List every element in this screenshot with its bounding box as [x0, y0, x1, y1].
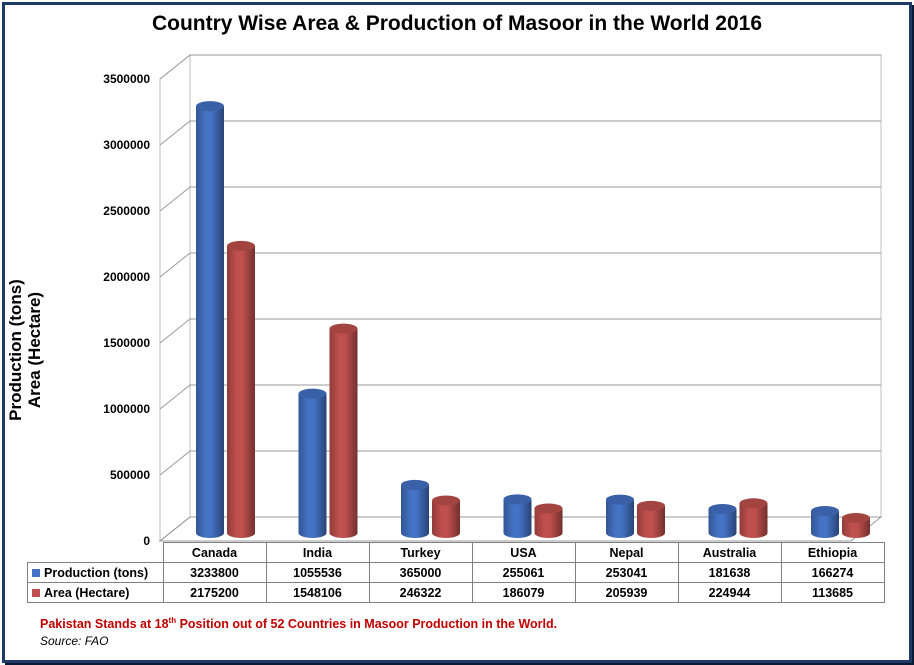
y-tick-label: 3500000	[103, 72, 150, 86]
table-cell: 3233800	[162, 562, 267, 583]
bar-area	[329, 328, 358, 538]
y-tick-label: 2500000	[103, 204, 150, 218]
bar-production-top	[503, 494, 532, 505]
table-cell: 205939	[574, 582, 679, 603]
y-tick-label: 1500000	[103, 336, 150, 350]
bar-production-top	[811, 506, 839, 517]
bar-production-top	[298, 388, 327, 399]
table-cell: 365000	[368, 562, 473, 583]
table-cell: 246322	[368, 582, 473, 603]
data-table: Canada India Turkey USA Nepal Australia …	[27, 542, 885, 603]
table-cell: 224944	[677, 582, 782, 603]
bar-area-top	[329, 323, 358, 334]
gridline	[159, 252, 881, 278]
table-cell: 1055536	[265, 562, 370, 583]
bar-production	[196, 106, 224, 538]
category-label: Australia	[677, 542, 782, 563]
bar-production-top	[708, 504, 737, 515]
table-cell: 1548106	[265, 582, 370, 603]
series-row-production: Production (tons) 3233800 1055536 365000…	[27, 562, 885, 583]
legend-label-area: Area (Hectare)	[44, 585, 130, 600]
gridline	[159, 450, 881, 476]
category-label: India	[265, 542, 370, 563]
category-label: Ethiopia	[780, 542, 885, 563]
bar-area	[534, 508, 563, 538]
category-row: Canada India Turkey USA Nepal Australia …	[28, 542, 885, 563]
legend-production: Production (tons)	[27, 562, 164, 583]
bar-area-top	[739, 498, 768, 509]
bar-production	[606, 499, 634, 538]
bar-production-top	[401, 479, 429, 490]
category-label: Turkey	[368, 542, 473, 563]
legend-swatch-area	[32, 589, 40, 598]
table-cell: 186079	[471, 582, 576, 603]
bar-area	[739, 503, 768, 538]
bar-production	[708, 509, 737, 538]
bar-area	[637, 505, 665, 538]
category-label: Nepal	[574, 542, 679, 563]
y-tick-label: 500000	[110, 468, 150, 482]
gridline	[159, 318, 881, 344]
table-cell: 181638	[677, 562, 782, 583]
bar-area	[432, 500, 460, 538]
table-cell: 113685	[780, 582, 885, 603]
footnote-text-end: Position out of 52 Countries in Masoor P…	[176, 617, 558, 632]
bar-production	[503, 499, 532, 538]
back-wall	[189, 54, 882, 518]
legend-area: Area (Hectare)	[27, 582, 164, 603]
bar-production-top	[606, 494, 634, 505]
gridline	[159, 54, 881, 80]
chart-title: Country Wise Area & Production of Masoor…	[151, 12, 763, 35]
side-wall	[159, 53, 191, 543]
bar-area-top	[637, 500, 665, 511]
gridline	[159, 186, 881, 212]
legend-label-production: Production (tons)	[44, 565, 149, 580]
y-tick-label: 2000000	[103, 270, 150, 284]
table-cell: 2175200	[162, 582, 267, 603]
bar-area-top	[842, 512, 870, 523]
table-cell: 255061	[471, 562, 576, 583]
y-tick-label: 3000000	[103, 138, 150, 152]
bar-area	[842, 517, 870, 538]
table-cell: 253041	[574, 562, 679, 583]
footnote: Pakistan Stands at 18th Position out of …	[40, 616, 557, 631]
series-row-area: Area (Hectare) 2175200 1548106 246322 18…	[27, 582, 885, 603]
source-note: Source: FAO	[40, 634, 109, 648]
bar-production	[811, 511, 839, 538]
category-label: USA	[471, 542, 576, 563]
bar-production-top	[196, 101, 224, 112]
bar-area	[227, 245, 255, 538]
bar-area-top	[534, 503, 563, 514]
footnote-text: Pakistan Stands at 18	[40, 617, 169, 632]
gridline	[159, 120, 881, 146]
table-cell: 166274	[780, 562, 885, 583]
bar-production	[401, 484, 429, 538]
footnote-sup: th	[168, 616, 177, 625]
category-label: Canada	[162, 542, 267, 563]
legend-swatch-production	[32, 569, 40, 578]
bar-area-top	[432, 495, 460, 506]
bar-area-top	[227, 240, 255, 251]
y-tick-label: 1000000	[103, 402, 150, 416]
y-tick-label: 0	[143, 534, 150, 548]
gridline	[159, 384, 881, 410]
bar-production	[298, 393, 327, 538]
